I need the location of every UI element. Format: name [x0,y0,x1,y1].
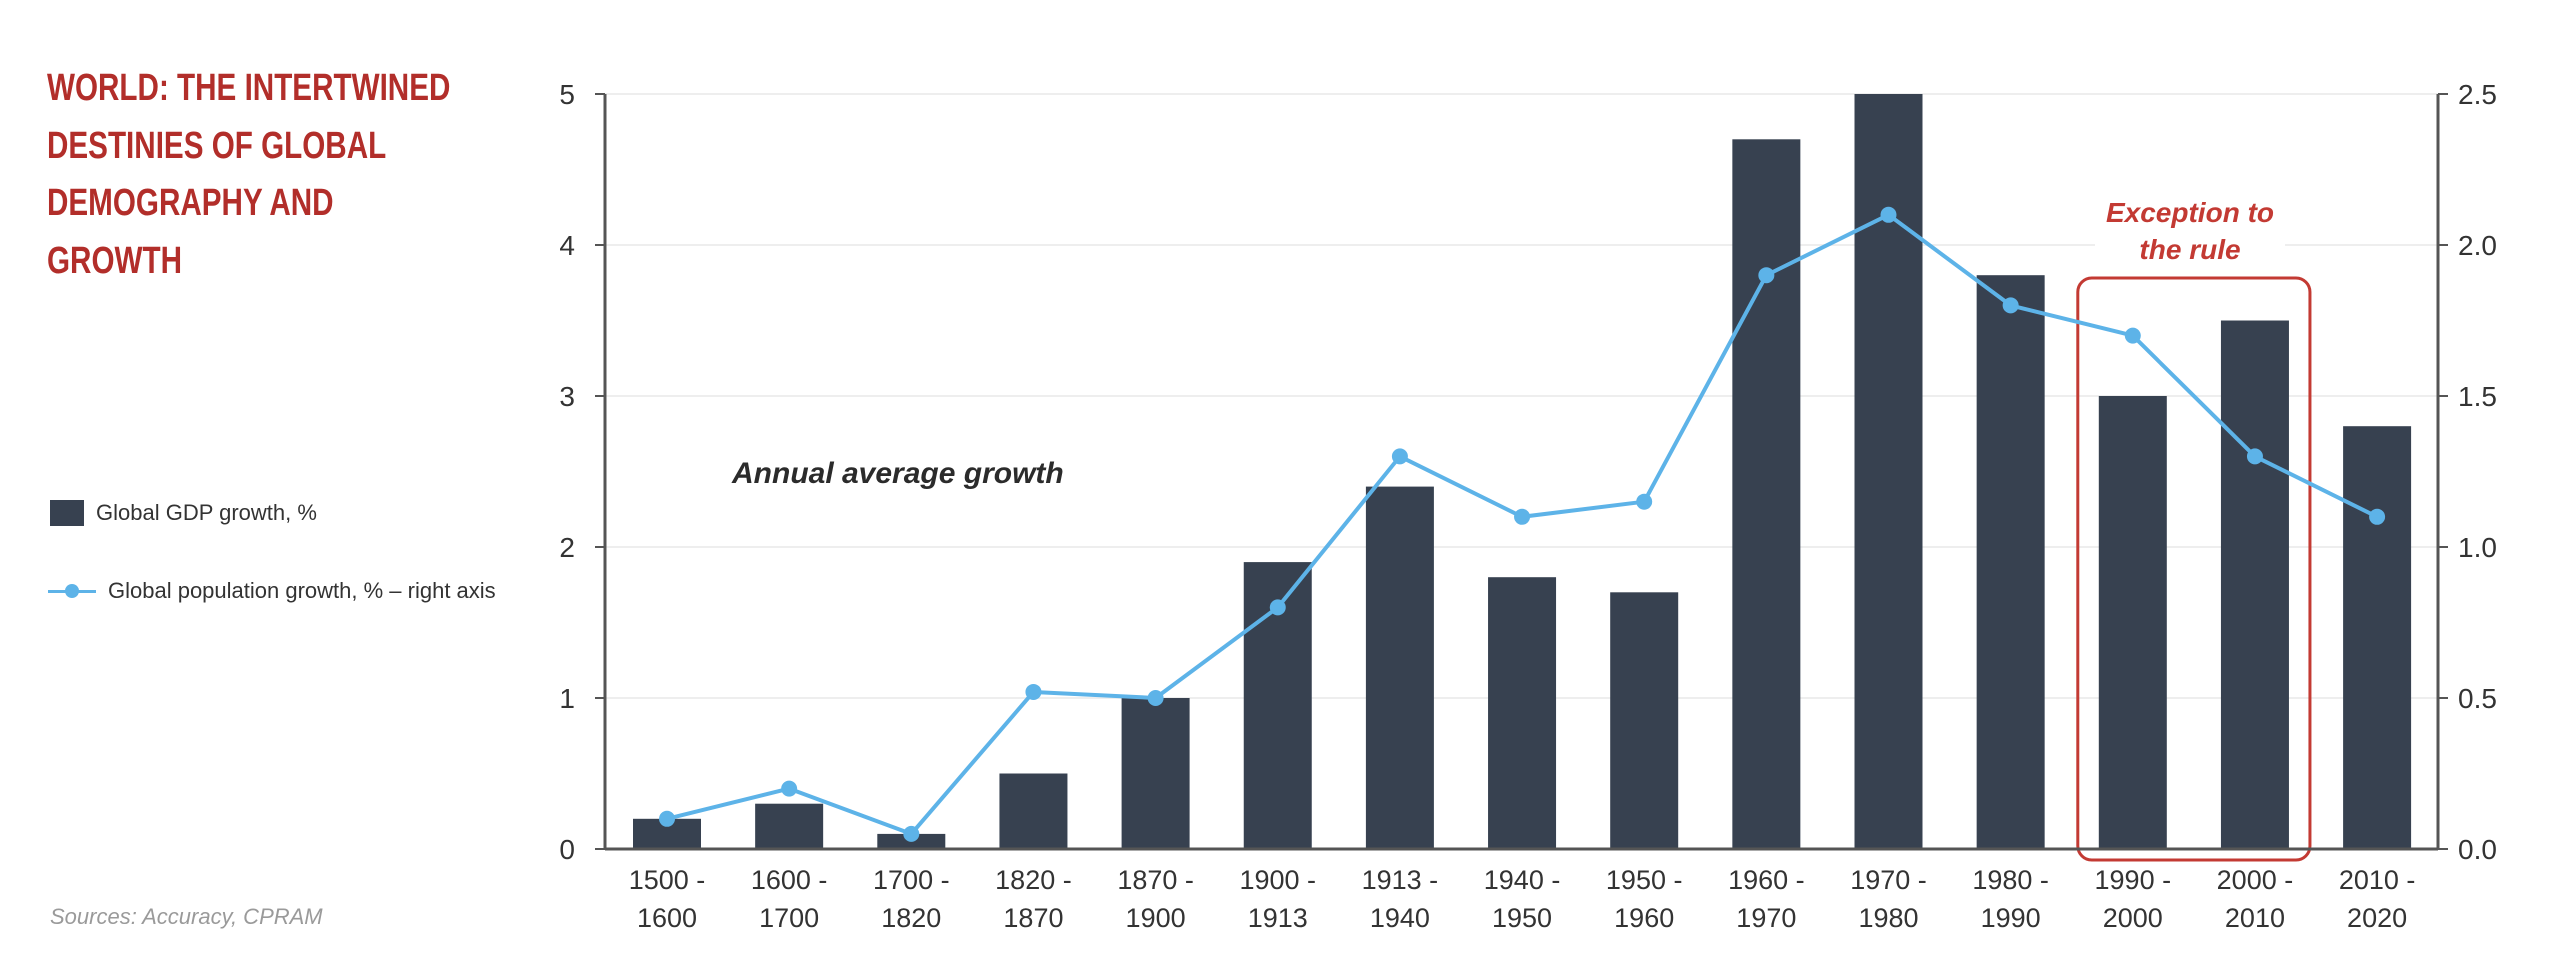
x-axis-tick-label-start: 1500 - [629,865,706,895]
x-axis-tick-label-end: 1950 [1492,903,1552,933]
population-point [2002,297,2019,314]
x-axis-tick-label-end: 1990 [1981,903,2041,933]
x-axis-tick-label-end: 2020 [2347,903,2407,933]
title-line-2: DESTINIES OF GLOBAL [47,124,387,167]
left-axis-tick-label: 1 [559,683,575,714]
legend: Global GDP growth, % Global population g… [48,496,496,608]
x-axis-tick-label-start: 1980 - [1972,865,2049,895]
population-point [2246,448,2263,465]
x-axis-tick-label-end: 2000 [2103,903,2163,933]
population-point [1636,493,1653,510]
right-axis-tick-label: 0.5 [2458,683,2497,714]
legend-label-gdp: Global GDP growth, % [96,500,317,525]
population-point [1880,206,1897,223]
right-axis-tick-label: 1.5 [2458,381,2497,412]
bar-swatch-icon [50,500,84,526]
annotation-annual-average-growth: Annual average growth [731,457,1064,490]
x-axis-tick-label-end: 1980 [1858,903,1918,933]
right-axis-tick-label: 1.0 [2458,532,2497,563]
x-axis-tick-label-end: 1970 [1736,903,1796,933]
axis-labels: 0 1 2 3 4 5 0.0 0.5 1.0 1.5 2.0 2.5 1500 - 1600 1600 -… [559,79,2497,933]
gdp-bar [2343,426,2412,849]
x-axis-tick-label-start: 1820 - [995,865,1072,895]
x-axis-tick-label-end: 1700 [759,903,819,933]
x-axis-tick-label-end: 1913 [1248,903,1308,933]
legend-label-population: Global population growth, % – right axis [108,578,496,603]
population-point [1514,508,1531,525]
x-axis-tick-label-start: 1700 - [873,865,950,895]
population-point [1269,599,1286,616]
population-point [1391,448,1408,465]
exception-highlight [2076,232,2312,862]
x-axis-tick-label-start: 1970 - [1850,865,1927,895]
x-axis-tick-label-end: 1600 [637,903,697,933]
gdp-bar [1488,577,1557,849]
x-axis-tick-label-end: 1870 [1003,903,1063,933]
population-point [659,810,675,827]
population-point [903,825,920,842]
title-line-4: GROWTH [47,239,183,282]
legend-item-gdp: Global GDP growth, % [48,496,496,530]
right-axis-tick-label: 0.0 [2458,834,2497,865]
x-axis-tick-label-start: 2000 - [2217,865,2294,895]
population-point [1025,683,1042,700]
x-axis-tick-label-start: 1913 - [1362,865,1439,895]
title-line-3: DEMOGRAPHY AND [47,182,334,224]
x-axis-tick-label-start: 1900 - [1239,865,1316,895]
x-axis-tick-label-start: 1990 - [2095,865,2172,895]
exception-highlight-box [2076,276,2312,862]
gdp-bar [755,803,824,849]
x-axis-tick-label-start: 1870 - [1117,865,1194,895]
gdp-bar [2098,396,2167,849]
x-axis-tick-label-end: 1940 [1370,903,1430,933]
x-axis-tick-label-start: 2010 - [2339,865,2416,895]
gdp-bar [2220,320,2289,849]
gdp-bar [1610,592,1679,849]
population-point [1147,690,1164,706]
title-line-1: WORLD: THE INTERTWINED [47,67,451,109]
gdp-bars [633,94,2412,850]
chart-title: WORLD: THE INTERTWINED DESTINIES OF GLOB… [47,60,593,290]
x-axis-tick-label-end: 1960 [1614,903,1674,933]
x-axis-tick-label-start: 1940 - [1484,865,1561,895]
population-point [2369,508,2386,525]
right-axis-tick-label: 2.5 [2458,79,2497,110]
annotation-exception-line-2: the rule [2139,234,2240,265]
gdp-bar [1732,139,1801,850]
x-axis-tick-label-end: 2010 [2225,903,2285,933]
population-point [781,780,798,797]
left-axis-tick-label: 5 [559,79,575,110]
gdp-bar [1121,698,1190,849]
axes [595,93,2448,851]
annotation-exception-line-1: Exception to [2106,197,2274,228]
gdp-bar [999,773,1068,849]
annotation-background [2095,232,2285,246]
left-axis-tick-label: 3 [559,381,575,412]
x-axis-tick-label-end: 1820 [881,903,941,933]
population-line [659,206,2386,842]
gdp-bar [1976,275,2045,849]
population-point [1758,267,1775,284]
left-axis-tick-label: 4 [559,230,575,261]
source-note: Sources: Accuracy, CPRAM [50,904,323,929]
population-point [2124,327,2141,344]
x-axis-tick-label-end: 1900 [1126,903,1186,933]
gdp-bar [1365,486,1434,849]
x-axis-tick-label-start: 1600 - [751,865,828,895]
x-axis-tick-label-start: 1960 - [1728,865,1805,895]
left-axis-tick-label: 0 [559,834,575,865]
left-axis-tick-label: 2 [559,532,575,563]
right-axis-tick-label: 2.0 [2458,230,2497,261]
legend-item-population: Global population growth, % – right axis [48,574,496,608]
line-marker-swatch-icon [48,578,96,604]
x-axis-tick-label-start: 1950 - [1606,865,1683,895]
